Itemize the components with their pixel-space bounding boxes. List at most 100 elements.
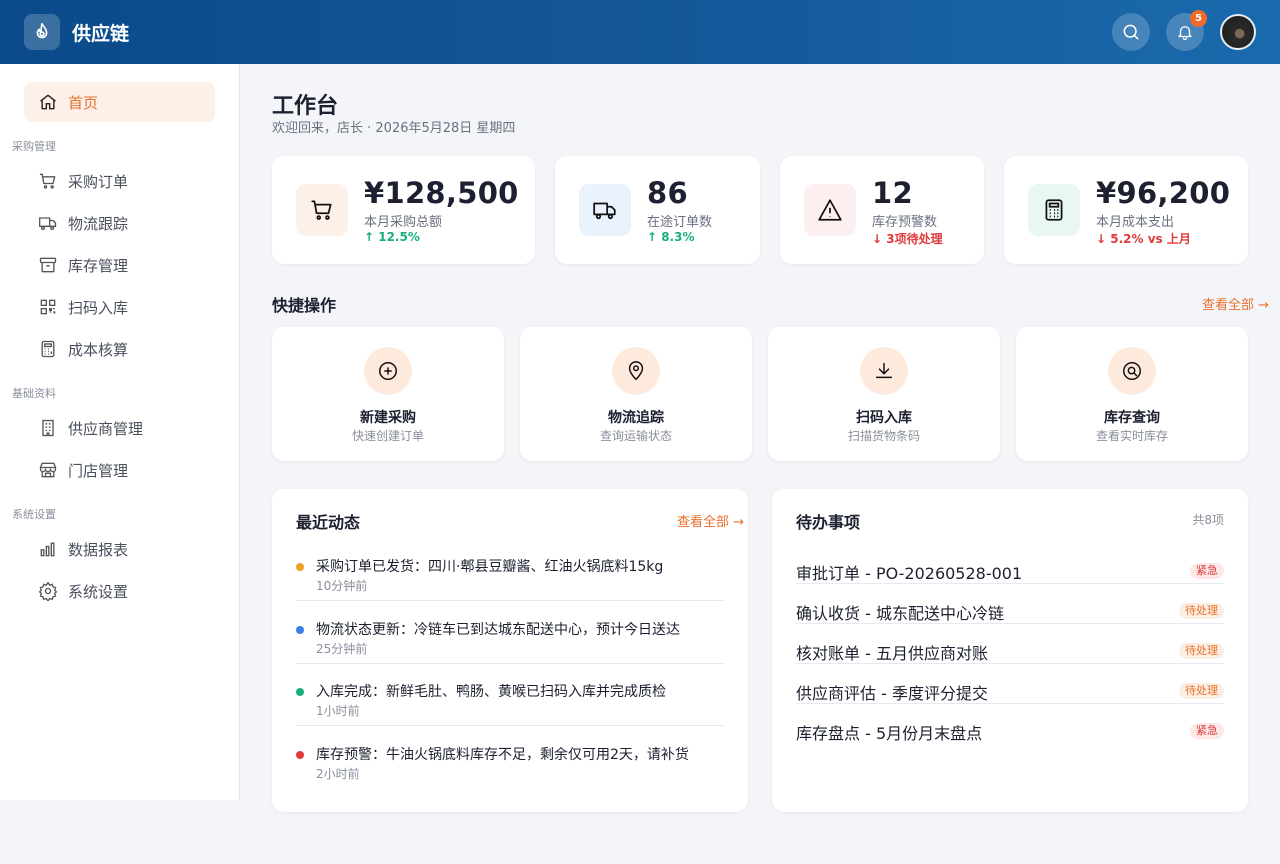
download-icon xyxy=(860,347,908,395)
status-dot xyxy=(296,751,304,759)
stat-delta: ↑ 12.5% xyxy=(364,230,420,244)
stat-value: 12 xyxy=(872,176,913,210)
archive-icon xyxy=(38,255,58,275)
page-subtitle: 欢迎回来，店长 · 2026年5月28日 星期四 xyxy=(272,121,516,136)
sidebar: 首页 采购管理 采购订单 物流跟踪 库存管理 扫码入库 成本核算 基础资料 xyxy=(0,64,240,800)
sidebar-item-cost[interactable]: 成本核算 xyxy=(24,329,215,369)
sidebar-item-label: 供应商管理 xyxy=(68,419,144,438)
quick-action-inventory-query[interactable]: 库存查询 查看实时库存 xyxy=(1016,327,1248,461)
sidebar-item-label: 扫码入库 xyxy=(68,298,129,317)
search-icon xyxy=(1123,24,1139,40)
stat-delta: ↑ 8.3% xyxy=(647,230,695,244)
stat-value: ¥96,200 xyxy=(1096,176,1231,210)
todo-item[interactable]: 审批订单 - PO-20260528-001 紧急 xyxy=(796,550,1224,590)
quick-action-new-purchase[interactable]: 新建采购 快速创建订单 xyxy=(272,327,504,461)
activity-view-all-link[interactable]: 查看全部 → xyxy=(677,515,745,530)
brand-name: 供应链 xyxy=(72,22,130,45)
stat-card-in-transit[interactable]: 86 在途订单数 ↑ 8.3% xyxy=(555,156,760,264)
user-avatar[interactable] xyxy=(1220,14,1256,50)
chart-icon xyxy=(38,539,58,559)
todo-title: 待办事项 xyxy=(796,513,861,532)
quick-action-title: 扫码入库 xyxy=(856,410,912,426)
activity-text: 采购订单已发货：四川·郫县豆瓣酱、红油火锅底料15kg xyxy=(316,559,664,575)
sidebar-item-label: 物流跟踪 xyxy=(68,214,129,233)
sidebar-item-label: 系统设置 xyxy=(68,582,129,601)
sidebar-item-suppliers[interactable]: 供应商管理 xyxy=(24,408,215,448)
quick-actions-title: 快捷操作 xyxy=(272,296,337,315)
search-button[interactable] xyxy=(1112,13,1150,51)
todo-item[interactable]: 核对账单 - 五月供应商对账 待处理 xyxy=(796,630,1224,670)
stat-label: 在途订单数 xyxy=(647,215,713,230)
plus-circle-icon xyxy=(364,347,412,395)
divider xyxy=(796,623,1224,624)
todo-text: 库存盘点 - 5月份月末盘点 xyxy=(796,724,983,743)
todo-item[interactable]: 确认收货 - 城东配送中心冷链 待处理 xyxy=(796,590,1224,630)
status-dot xyxy=(296,626,304,634)
sidebar-item-scan-in[interactable]: 扫码入库 xyxy=(24,287,215,327)
sidebar-item-label: 门店管理 xyxy=(68,461,129,480)
settings-icon xyxy=(38,581,58,601)
todo-panel: 待办事项 共8项 审批订单 - PO-20260528-001 紧急 确认收货 … xyxy=(772,489,1248,812)
divider xyxy=(796,663,1224,664)
activity-time: 10分钟前 xyxy=(316,579,368,593)
notification-badge: 5 xyxy=(1190,10,1207,27)
sidebar-item-home[interactable]: 首页 xyxy=(24,82,215,122)
calculator-icon xyxy=(38,339,58,359)
page-title: 工作台 xyxy=(272,94,339,119)
quick-action-subtitle: 查看实时库存 xyxy=(1095,429,1168,443)
home-icon xyxy=(38,92,58,112)
divider xyxy=(296,600,724,601)
top-header: 供应链 5 xyxy=(0,0,1280,64)
sidebar-item-label: 库存管理 xyxy=(68,256,129,275)
quick-actions-view-all-link[interactable]: 查看全部 → xyxy=(1202,298,1270,313)
sidebar-item-inventory[interactable]: 库存管理 xyxy=(24,245,215,285)
quick-action-title: 库存查询 xyxy=(1104,410,1160,426)
notifications-button[interactable]: 5 xyxy=(1166,10,1207,51)
quick-action-scan-in[interactable]: 扫码入库 扫描货物条码 xyxy=(768,327,1000,461)
activity-text: 物流状态更新：冷链车已到达城东配送中心，预计今日送达 xyxy=(316,622,680,638)
priority-badge: 紧急 xyxy=(1190,723,1224,739)
truck-icon xyxy=(579,184,631,236)
cart-icon xyxy=(296,184,348,236)
todo-count: 共8项 xyxy=(1192,513,1224,527)
quick-action-title: 物流追踪 xyxy=(608,410,664,426)
warning-icon xyxy=(804,184,856,236)
cart-icon xyxy=(38,171,58,191)
todo-text: 核对账单 - 五月供应商对账 xyxy=(796,644,988,663)
stat-card-cost[interactable]: ¥96,200 本月成本支出 ↓ 5.2% vs 上月 xyxy=(1004,156,1248,264)
stat-card-purchase-total[interactable]: ¥128,500 本月采购总额 ↑ 12.5% xyxy=(272,156,535,264)
todo-item[interactable]: 库存盘点 - 5月份月末盘点 紧急 xyxy=(796,710,1224,750)
todo-text: 供应商评估 - 季度评分提交 xyxy=(796,684,988,703)
activity-time: 2小时前 xyxy=(316,767,360,781)
sidebar-group-label: 系统设置 xyxy=(12,508,56,521)
stat-card-stock-alerts[interactable]: 12 库存预警数 ↓ 3项待处理 xyxy=(780,156,984,264)
brand[interactable]: 供应链 xyxy=(24,14,129,50)
stat-label: 本月成本支出 xyxy=(1096,215,1175,230)
status-dot xyxy=(296,688,304,696)
search-circle-icon xyxy=(1108,347,1156,395)
quick-action-subtitle: 扫描货物条码 xyxy=(847,429,920,443)
activity-time: 1小时前 xyxy=(316,704,360,718)
stat-value: 86 xyxy=(647,176,688,210)
bell-icon xyxy=(1178,26,1192,41)
priority-badge: 待处理 xyxy=(1179,643,1224,659)
divider xyxy=(796,583,1224,584)
recent-activity-panel: 最近动态 查看全部 → 采购订单已发货：四川·郫县豆瓣酱、红油火锅底料15kg … xyxy=(272,489,748,812)
divider xyxy=(796,703,1224,704)
sidebar-item-label: 成本核算 xyxy=(68,340,129,359)
quick-action-logistics-track[interactable]: 物流追踪 查询运输状态 xyxy=(520,327,752,461)
sidebar-item-purchase-orders[interactable]: 采购订单 xyxy=(24,161,215,201)
sidebar-item-stores[interactable]: 门店管理 xyxy=(24,450,215,490)
map-pin-icon xyxy=(612,347,660,395)
sidebar-item-reports[interactable]: 数据报表 xyxy=(24,529,215,569)
todo-item[interactable]: 供应商评估 - 季度评分提交 待处理 xyxy=(796,670,1224,710)
sidebar-item-logistics[interactable]: 物流跟踪 xyxy=(24,203,215,243)
activity-text: 入库完成：新鲜毛肚、鸭肠、黄喉已扫码入库并完成质检 xyxy=(316,684,666,700)
activity-time: 25分钟前 xyxy=(316,642,368,656)
quick-action-title: 新建采购 xyxy=(360,410,416,426)
priority-badge: 待处理 xyxy=(1179,603,1224,619)
calculator-icon xyxy=(1028,184,1080,236)
sidebar-item-settings[interactable]: 系统设置 xyxy=(24,571,215,611)
divider xyxy=(296,725,724,726)
sidebar-group-label: 采购管理 xyxy=(12,140,56,153)
